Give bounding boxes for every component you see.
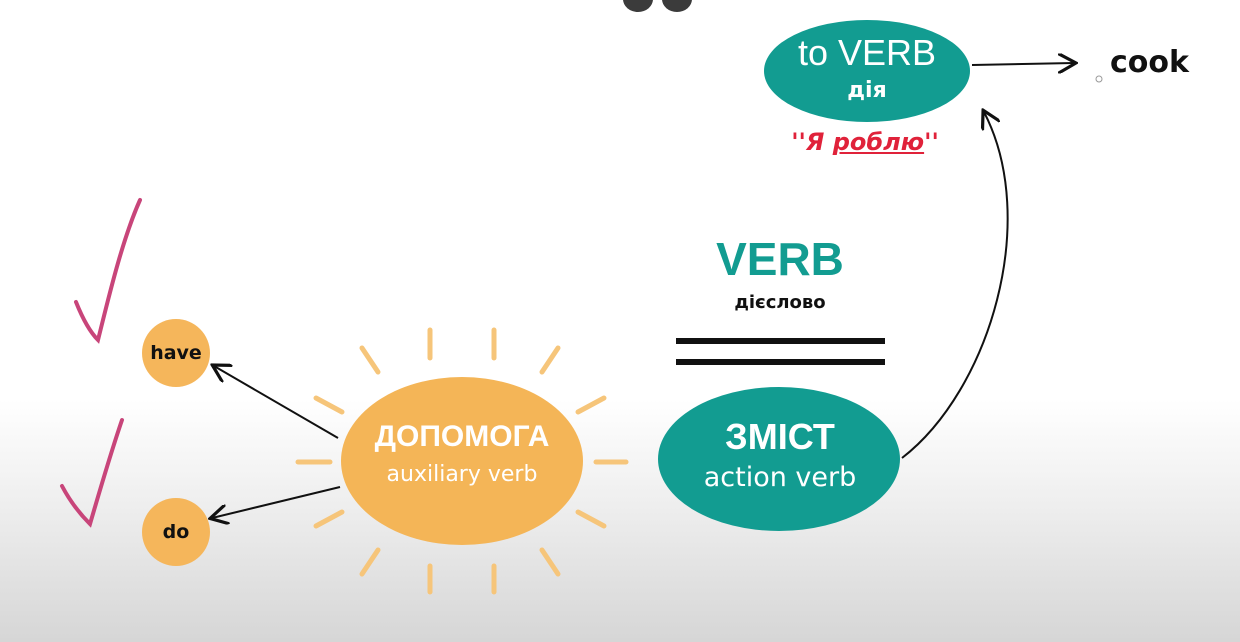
content-subtitle: action verb bbox=[703, 462, 857, 493]
helper-title: ДОПОМОГА bbox=[374, 420, 550, 453]
to-verb-title: to VERB bbox=[797, 32, 937, 73]
arrow-to-do bbox=[212, 486, 341, 518]
to-verb-subtitle: дія bbox=[847, 78, 887, 103]
toolbar-button-2[interactable] bbox=[662, 0, 692, 12]
to-verb-ellipse bbox=[764, 20, 970, 122]
do-label: do bbox=[162, 521, 190, 543]
quote-label: ''Я роблю'' bbox=[770, 128, 960, 156]
content-title: ЗМІСТ bbox=[725, 416, 835, 457]
arrow-to-cook bbox=[971, 63, 1074, 65]
arrow-to-have bbox=[214, 366, 339, 439]
have-circle bbox=[142, 319, 210, 387]
quote-word-1: Я bbox=[805, 128, 833, 156]
example-word: cook bbox=[1110, 45, 1189, 80]
quote-open: '' bbox=[791, 128, 806, 156]
helper-verb-sun bbox=[341, 377, 583, 545]
helper-subtitle: auxiliary verb bbox=[386, 462, 538, 487]
check-icon-do bbox=[60, 418, 124, 528]
cursor-dot bbox=[1095, 75, 1103, 83]
sun-rays bbox=[295, 327, 629, 595]
verb-subtitle: дієслово bbox=[734, 292, 826, 313]
toolbar-button-1[interactable] bbox=[623, 0, 653, 12]
verb-heading: VERB bbox=[716, 233, 844, 285]
quote-close: '' bbox=[924, 128, 939, 156]
content-verb-ellipse bbox=[658, 387, 900, 531]
quote-word-2: роблю bbox=[832, 128, 925, 156]
do-circle bbox=[142, 498, 210, 566]
have-label: have bbox=[150, 342, 202, 364]
check-icon-have bbox=[74, 198, 142, 344]
curved-arrow-up bbox=[901, 112, 1009, 459]
